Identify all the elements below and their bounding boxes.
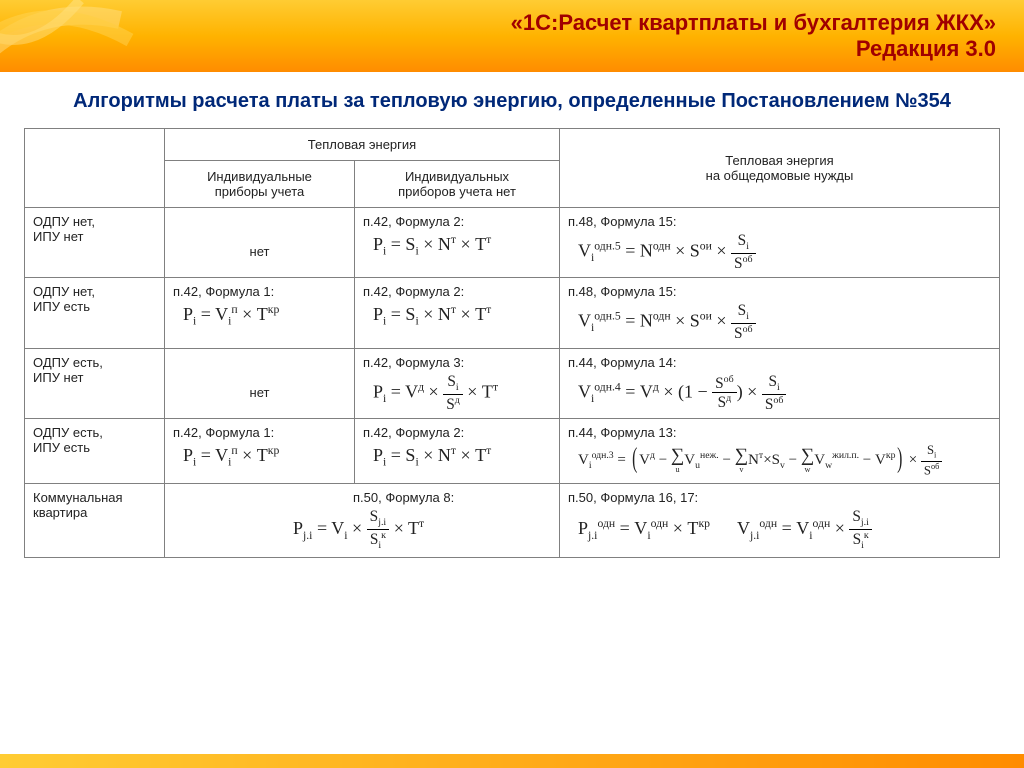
table-row: ОДПУ нет, ИПУ есть п.42, Формула 1: Pi =…: [25, 278, 1000, 348]
header-subtitle: Редакция 3.0: [511, 36, 996, 62]
row-label: Коммунальная квартира: [25, 483, 165, 557]
cell-b: п.42, Формула 3: Pi = Vд × SiSд × Tт: [355, 348, 560, 418]
cell-c: п.44, Формула 13: Viодн.3 = (Vд − ∑uVuне…: [560, 419, 1000, 484]
row-label: ОДПУ нет, ИПУ нет: [25, 208, 165, 278]
cell-ab-merged: п.50, Формула 8: Pj.i = Vi × Sj.iSiк × T…: [165, 483, 560, 557]
head-col-b: Индивидуальных приборов учета нет: [355, 161, 560, 208]
row-label: ОДПУ нет, ИПУ есть: [25, 278, 165, 348]
table-row: ОДПУ есть, ИПУ нет нет п.42, Формула 3: …: [25, 348, 1000, 418]
table-row: ОДПУ нет, ИПУ нет нет п.42, Формула 2: P…: [25, 208, 1000, 278]
formulas-table: Тепловая энергия Тепловая энергия на общ…: [24, 128, 1000, 558]
head-col-a: Индивидуальные приборы учета: [165, 161, 355, 208]
header-swirl-icon: [0, 0, 140, 82]
row-label: ОДПУ есть, ИПУ нет: [25, 348, 165, 418]
cell-c: п.48, Формула 15: Viодн.5 = Nодн × Sои ×…: [560, 278, 1000, 348]
head-group-a: Тепловая энергия: [165, 129, 560, 161]
header-band: «1С:Расчет квартплаты и бухгалтерия ЖКХ»…: [0, 0, 1024, 72]
cell-a: п.42, Формула 1: Pi = Viп × Tкр: [165, 278, 355, 348]
row-label: ОДПУ есть, ИПУ есть: [25, 419, 165, 484]
header-titles: «1С:Расчет квартплаты и бухгалтерия ЖКХ»…: [511, 10, 996, 61]
table-body: ОДПУ нет, ИПУ нет нет п.42, Формула 2: P…: [25, 208, 1000, 558]
table-row: ОДПУ есть, ИПУ есть п.42, Формула 1: Pi …: [25, 419, 1000, 484]
page-title: Алгоритмы расчета платы за тепловую энер…: [50, 88, 974, 114]
table-head: Тепловая энергия Тепловая энергия на общ…: [25, 129, 1000, 208]
cell-c: п.44, Формула 14: Viодн.4 = Vд × (1 − Sо…: [560, 348, 1000, 418]
header-title: «1С:Расчет квартплаты и бухгалтерия ЖКХ»: [511, 10, 996, 35]
table-row: Коммунальная квартира п.50, Формула 8: P…: [25, 483, 1000, 557]
head-group-b: Тепловая энергия на общедомовые нужды: [560, 129, 1000, 208]
cell-b: п.42, Формула 2: Pi = Si × Nт × Tт: [355, 278, 560, 348]
cell-a: нет: [165, 208, 355, 278]
cell-a: п.42, Формула 1: Pi = Viп × Tкр: [165, 419, 355, 484]
cell-c: п.50, Формула 16, 17: Pj.iодн = Viодн × …: [560, 483, 1000, 557]
cell-b: п.42, Формула 2: Pi = Si × Nт × Tт: [355, 208, 560, 278]
head-empty: [25, 129, 165, 208]
cell-a: нет: [165, 348, 355, 418]
cell-c: п.48, Формула 15: Viодн.5 = Nодн × Sои ×…: [560, 208, 1000, 278]
cell-b: п.42, Формула 2: Pi = Si × Nт × Tт: [355, 419, 560, 484]
footer-band: [0, 754, 1024, 768]
